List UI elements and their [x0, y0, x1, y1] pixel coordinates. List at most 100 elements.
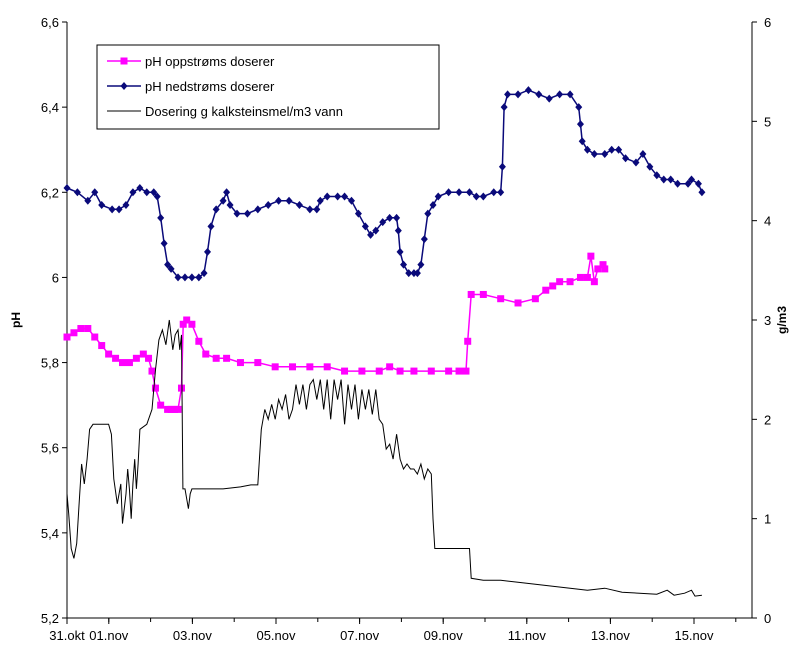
- data-point-square: [157, 401, 165, 409]
- data-point-diamond: [219, 196, 227, 205]
- data-point-square: [148, 367, 156, 375]
- data-point-square: [386, 363, 394, 371]
- data-point-diamond: [667, 175, 675, 184]
- data-point-diamond: [465, 188, 473, 197]
- data-point-diamond: [413, 269, 421, 278]
- data-point-diamond: [578, 137, 586, 146]
- data-point-diamond: [566, 90, 574, 99]
- data-point-square: [599, 261, 607, 269]
- data-point-square: [396, 367, 404, 375]
- x-tick-label: 11.nov: [508, 628, 547, 643]
- data-point-diamond: [472, 192, 480, 201]
- data-point-diamond: [615, 145, 623, 154]
- data-point-diamond: [445, 188, 453, 197]
- right-y-tick-label: 1: [764, 512, 771, 527]
- data-point-diamond: [393, 213, 401, 222]
- data-point-square: [341, 367, 349, 375]
- data-point-diamond: [200, 269, 208, 278]
- data-point-diamond: [285, 196, 293, 205]
- data-point-square: [375, 367, 383, 375]
- legend-entry-label: pH nedstrøms doserer: [145, 79, 275, 94]
- data-point-diamond: [361, 222, 369, 231]
- data-point-diamond: [545, 94, 553, 103]
- data-point-diamond: [400, 260, 408, 269]
- left-y-tick-label: 5,8: [41, 356, 59, 371]
- data-point-square: [70, 329, 78, 337]
- data-point-square: [63, 333, 71, 341]
- data-point-diamond: [576, 120, 584, 129]
- data-point-diamond: [195, 273, 203, 282]
- right-y-tick-label: 3: [764, 313, 771, 328]
- series-1: [63, 252, 609, 413]
- left-y-tick-label: 6: [52, 270, 59, 285]
- data-point-diamond: [394, 226, 402, 235]
- data-point-diamond: [122, 201, 130, 210]
- data-point-square: [455, 367, 463, 375]
- data-point-diamond: [204, 247, 212, 256]
- data-point-diamond: [500, 103, 508, 112]
- data-point-diamond: [334, 192, 342, 201]
- legend: pH oppstrøms doserer pH nedstrøms doserer…: [96, 44, 440, 130]
- data-point-diamond: [181, 273, 189, 282]
- right-y-tick-label: 6: [764, 15, 771, 30]
- data-point-diamond: [653, 171, 661, 180]
- data-point-diamond: [84, 196, 92, 205]
- data-point-square: [549, 282, 557, 290]
- data-point-square: [445, 367, 453, 375]
- right-y-tick-label: 2: [764, 412, 771, 427]
- data-point-diamond: [243, 209, 251, 218]
- data-point-diamond: [694, 179, 702, 188]
- data-point-square: [467, 290, 475, 298]
- data-point-square: [98, 342, 106, 350]
- series-layer: [63, 86, 706, 597]
- x-tick-label: 07.nov: [340, 628, 380, 643]
- data-point-diamond: [535, 90, 543, 99]
- data-point-diamond: [514, 90, 522, 99]
- data-point-diamond: [212, 205, 220, 214]
- data-point-diamond: [479, 192, 487, 201]
- data-point-diamond: [129, 188, 137, 197]
- data-point-diamond: [575, 103, 583, 112]
- data-point-square: [236, 359, 244, 367]
- data-point-square: [183, 316, 191, 324]
- x-tick-label: 09.nov: [424, 628, 464, 643]
- data-point-square: [590, 278, 598, 286]
- data-point-diamond: [164, 260, 172, 269]
- data-point-diamond: [556, 90, 564, 99]
- left-y-tick-label: 5,2: [41, 611, 59, 626]
- data-point-diamond: [160, 239, 168, 248]
- data-point-diamond: [254, 205, 262, 214]
- data-point-diamond: [295, 201, 303, 210]
- data-point-diamond: [396, 247, 404, 256]
- series-3: [66, 319, 702, 597]
- data-point-diamond: [632, 158, 640, 167]
- series-line: [66, 255, 606, 411]
- data-point-diamond: [91, 188, 99, 197]
- data-point-diamond: [347, 196, 355, 205]
- data-point-diamond: [275, 196, 283, 205]
- data-point-square: [202, 350, 210, 358]
- data-point-square: [566, 278, 574, 286]
- data-point-square: [179, 320, 187, 328]
- data-point-square: [594, 265, 602, 273]
- data-point-diamond: [73, 188, 81, 197]
- data-point-square: [542, 286, 550, 294]
- series-2: [63, 86, 706, 282]
- right-y-tick-label: 5: [764, 114, 771, 129]
- data-point-square: [132, 354, 140, 362]
- right-y-tick-label: 0: [764, 611, 771, 626]
- left-y-tick-label: 6,2: [41, 185, 59, 200]
- data-point-diamond: [306, 205, 314, 214]
- data-point-diamond: [115, 205, 123, 214]
- data-point-square: [105, 350, 113, 358]
- data-point-diamond: [608, 145, 616, 154]
- x-tick-label: 05.nov: [256, 628, 296, 643]
- data-point-diamond: [316, 196, 324, 205]
- data-point-diamond: [188, 273, 196, 282]
- data-point-square: [497, 295, 505, 303]
- data-point-diamond: [226, 201, 234, 210]
- data-point-diamond: [684, 179, 692, 188]
- data-point-diamond: [504, 90, 512, 99]
- x-tick-label: 13.nov: [591, 628, 631, 643]
